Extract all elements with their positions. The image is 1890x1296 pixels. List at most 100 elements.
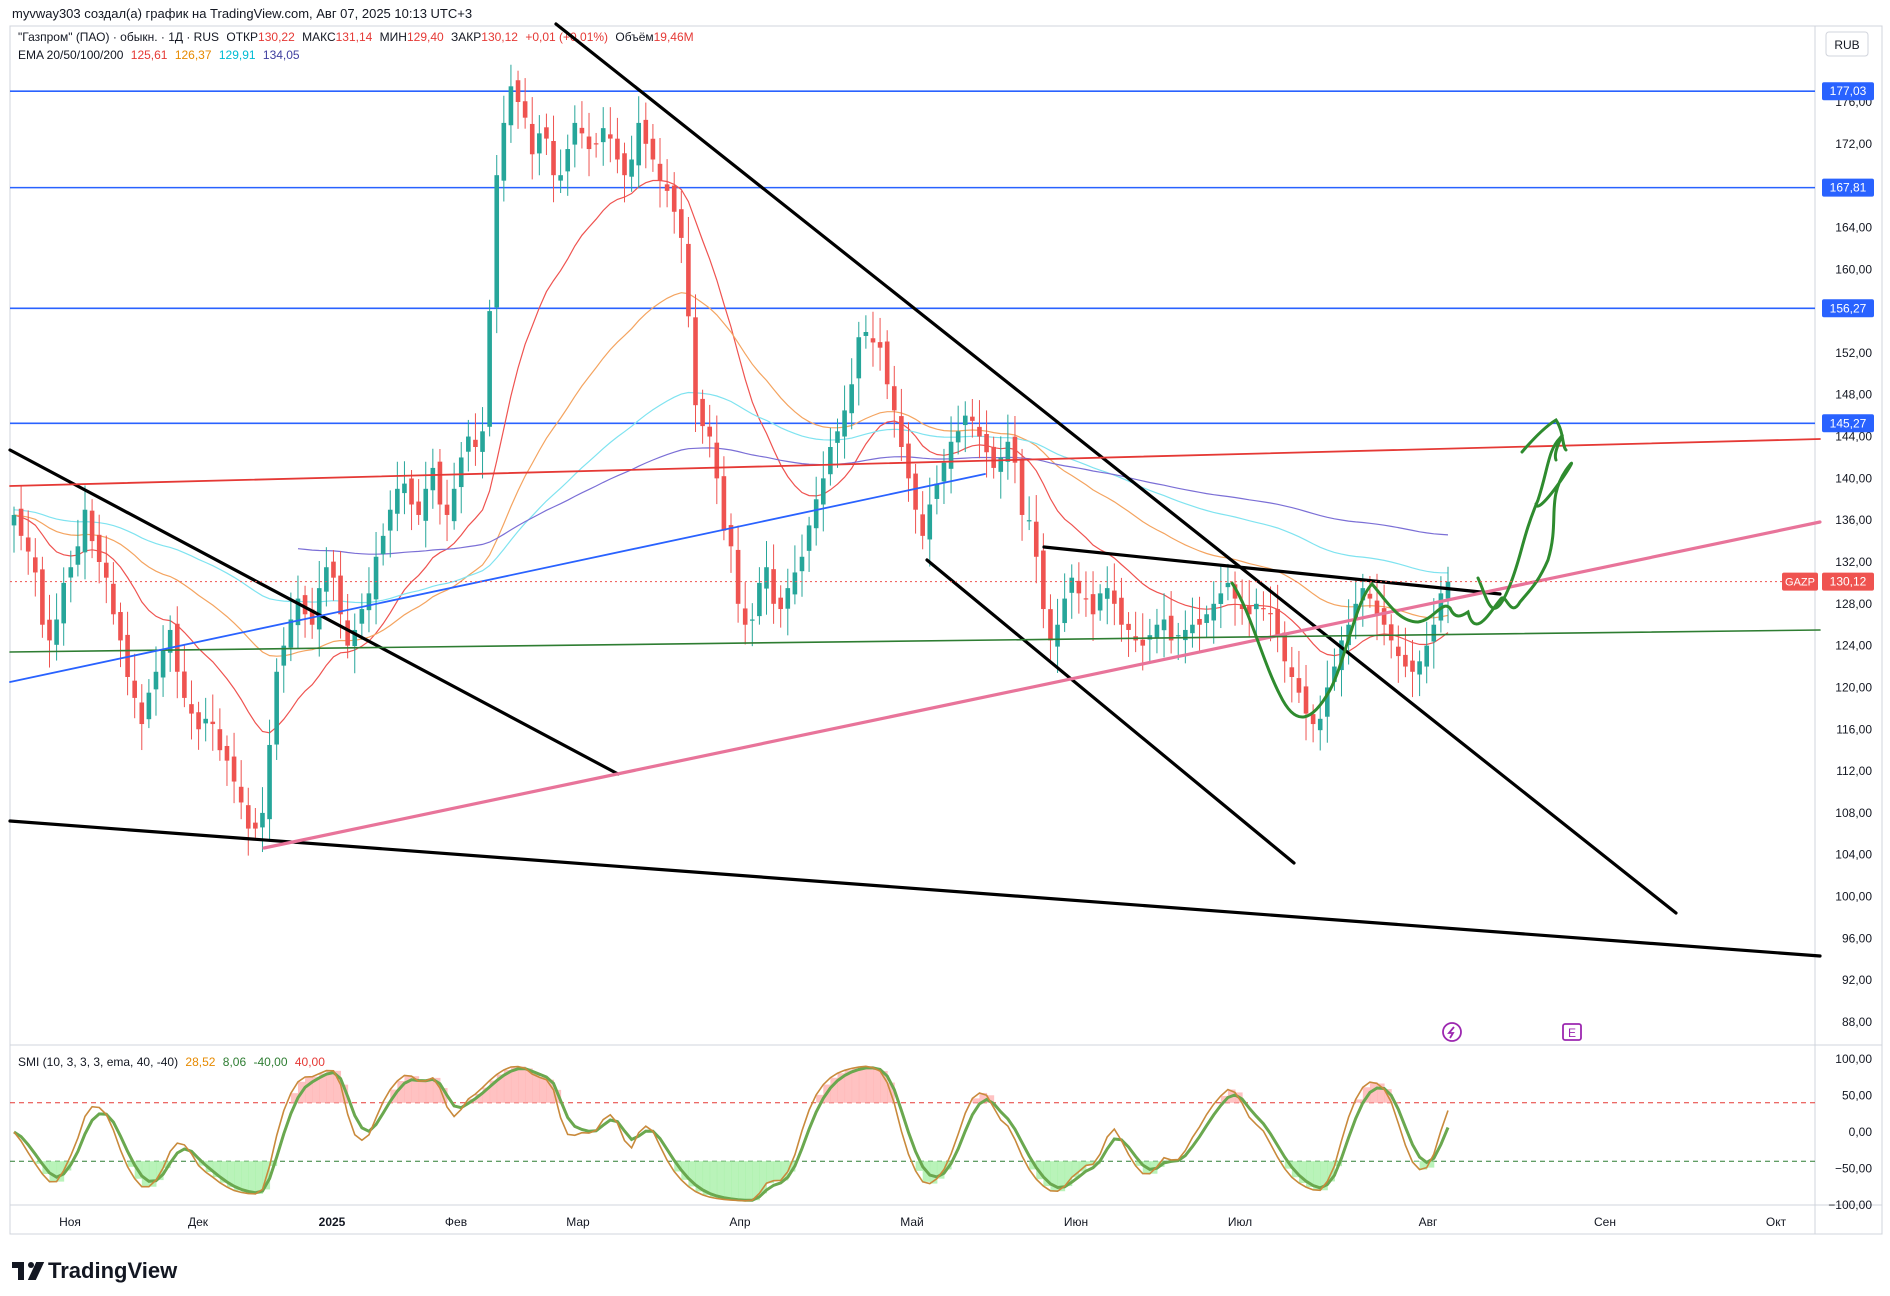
candle-body — [245, 805, 251, 829]
candle-body — [1268, 613, 1273, 615]
time-tick-label: Мар — [566, 1215, 590, 1229]
smi-overbought-fill — [383, 1101, 391, 1103]
smi-oversold-fill — [688, 1161, 697, 1187]
smi-oversold-fill — [127, 1161, 136, 1167]
smi-tick-label: 50,00 — [1842, 1089, 1872, 1103]
smi-oversold-fill — [241, 1161, 249, 1193]
smi-value-3: -40,00 — [253, 1055, 288, 1069]
candle-body — [380, 535, 386, 555]
candle-body — [962, 415, 968, 426]
smi-oversold-fill — [936, 1161, 945, 1179]
candle-body — [955, 431, 961, 443]
price-tick-label: 116,00 — [1836, 722, 1872, 736]
candle-body — [693, 317, 698, 406]
smi-oversold-fill — [1412, 1161, 1421, 1162]
candle-body — [1296, 678, 1302, 693]
candle-body — [622, 153, 627, 176]
smi-overbought-fill — [312, 1076, 320, 1103]
candle-body — [771, 569, 776, 604]
level-tag — [1822, 82, 1874, 101]
smi-overbought-fill — [425, 1080, 434, 1103]
candle-body — [68, 567, 74, 578]
candle-body — [238, 786, 244, 803]
candle-body — [1012, 436, 1018, 463]
candle-body — [82, 509, 88, 553]
candle-body — [1339, 640, 1344, 671]
candle-body — [1303, 686, 1309, 714]
ema-legend[interactable]: EMA 20/50/100/200 125,61 126,37 129,91 1… — [18, 48, 304, 62]
earnings-icon[interactable]: E — [1562, 1023, 1582, 1041]
price-tick-label: 148,00 — [1835, 388, 1872, 402]
candle-body — [1097, 593, 1103, 611]
candle-body — [757, 582, 762, 617]
smi-tick-label: −100,00 — [1828, 1198, 1872, 1212]
candle-body — [1069, 577, 1075, 593]
time-tick-label: Июл — [1228, 1215, 1252, 1229]
candle-body — [1104, 588, 1110, 599]
smi-tick-label: 100,00 — [1835, 1052, 1872, 1066]
candle-body — [565, 149, 571, 172]
price-tick-label: 108,00 — [1835, 806, 1872, 820]
candle-body — [615, 138, 620, 160]
currency-box[interactable] — [1825, 31, 1869, 57]
smi-oversold-fill — [915, 1161, 924, 1171]
candle-body — [558, 175, 563, 181]
candle-body — [373, 556, 379, 600]
price-axis[interactable]: 176,00172,00168,00164,00160,00156,00152,… — [1835, 95, 1872, 1029]
candle-body — [515, 80, 521, 102]
candle-body — [1033, 521, 1039, 557]
ema-50-line — [13, 292, 1449, 657]
candle-body — [820, 478, 826, 505]
candle-body — [139, 702, 145, 725]
candle-body — [288, 619, 294, 648]
candle-body — [260, 812, 265, 828]
candle-body — [96, 534, 102, 562]
candle-body — [679, 209, 684, 238]
smi-oversold-fill — [56, 1161, 65, 1182]
candle-body — [174, 623, 180, 672]
candle-body — [1282, 632, 1288, 662]
ema-100-line — [13, 391, 1449, 604]
time-tick-label: Дек — [188, 1215, 209, 1229]
price-tick-label: 164,00 — [1835, 220, 1872, 234]
flash-icon[interactable] — [1442, 1022, 1462, 1042]
candle-body — [1190, 624, 1195, 634]
smi-overbought-fill — [475, 1093, 484, 1103]
price-tick-label: 144,00 — [1835, 430, 1872, 444]
candle-body — [835, 431, 840, 443]
candle-body — [913, 473, 918, 510]
trendline-resistance — [1042, 545, 1502, 596]
candle-body — [1396, 646, 1401, 657]
trend-drawings — [8, 22, 1822, 958]
candle-body — [785, 588, 791, 609]
candle-body — [941, 462, 947, 482]
candle-body — [1403, 654, 1408, 667]
candle-body — [1048, 609, 1053, 641]
candle-body — [1055, 624, 1060, 647]
smi-oversold-fill — [1064, 1161, 1073, 1187]
smi-legend[interactable]: SMI (10, 3, 3, 3, ema, 40, -40) 28,52 8,… — [18, 1055, 329, 1069]
candle-body — [792, 572, 798, 595]
low-label: МИН — [379, 30, 407, 44]
candle-body — [18, 508, 24, 536]
candle-body — [480, 431, 485, 452]
candle-body — [522, 101, 528, 118]
candle-body — [231, 756, 237, 782]
candle-body — [1374, 600, 1380, 615]
candle-body — [1246, 606, 1252, 615]
smi-overbought-fill — [418, 1081, 427, 1103]
smi-overbought-fill — [305, 1077, 313, 1103]
price-tick-label: 100,00 — [1835, 890, 1872, 904]
candle-body — [11, 514, 17, 526]
candle-body — [629, 159, 634, 177]
symbol-legend[interactable]: "Газпром" (ПАО) · обыкн. · 1Д · RUS ОТКР… — [18, 30, 698, 44]
smi-overbought-fill — [525, 1068, 533, 1103]
ticker-label: GAZP — [1785, 577, 1815, 589]
tradingview-logo[interactable]: TradingView — [12, 1258, 177, 1284]
price-tick-label: 140,00 — [1835, 471, 1872, 485]
ema-100-value: 129,91 — [218, 48, 256, 62]
price-tick-label: 152,00 — [1835, 346, 1872, 360]
smi-overbought-fill — [844, 1070, 853, 1103]
time-axis[interactable]: Ноя Дек 2025 Фев Мар Апр Май Июн Июл Авг Сен Окт — [59, 1215, 1787, 1229]
